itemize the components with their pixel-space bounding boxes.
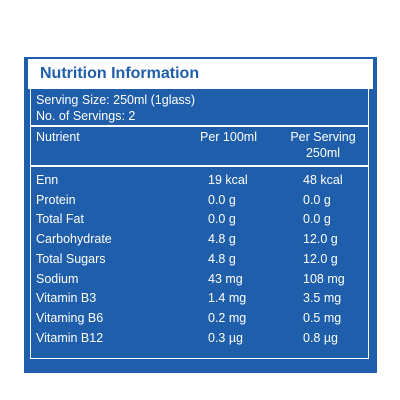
nutrient-name: Vitaming B6	[36, 310, 104, 325]
nutrient-name: Vitamin B3	[36, 291, 97, 306]
nutrient-value: 0.0 g	[303, 192, 331, 207]
nutrient-value: 1.4 mg	[208, 291, 247, 306]
nutrient-value: 12.0 g	[303, 251, 338, 266]
nutrient-value: 0.5 mg	[303, 310, 342, 325]
nutrient-value: 4.8 g	[208, 251, 236, 266]
divider	[30, 125, 369, 127]
nutrient-value: 3.5 mg	[303, 291, 342, 306]
nutrient-value: 12.0 g	[303, 232, 338, 247]
nutrient-value: 108 mg	[303, 271, 345, 286]
nutrient-name: Total Sugars	[36, 251, 106, 266]
nutrient-name: Sodium	[36, 271, 79, 286]
nutrient-name: Vitamin B12	[36, 330, 104, 345]
nutrient-value: 0.8 µg	[303, 330, 339, 345]
title-bar: Nutrition Information	[28, 59, 373, 89]
nutrient-value: 0.0 g	[303, 212, 331, 227]
nutrient-value: 0.2 mg	[208, 310, 247, 325]
column-header: Per 100ml	[200, 130, 257, 144]
title: Nutrition Information	[40, 65, 200, 82]
nutrition-panel: Nutrition Information Serving Size: 250m…	[24, 57, 377, 373]
nutrient-value: 4.8 g	[208, 232, 236, 247]
nutrient-value: 0.0 g	[208, 212, 236, 227]
serving-size: Serving Size: 250ml (1glass)	[36, 93, 196, 107]
column-header: Nutrient	[36, 130, 80, 144]
nutrient-name: Protein	[36, 192, 76, 207]
column-note: 250ml	[305, 146, 341, 160]
nutrient-value: 43 mg	[208, 271, 243, 286]
nutrient-value: 0.3 µg	[208, 330, 244, 345]
nutrient-value: 0.0 g	[208, 192, 236, 207]
serving-count: No. of Servings: 2	[36, 109, 136, 123]
column-header: Per Serving	[290, 130, 356, 144]
nutrient-name: Carbohydrate	[36, 232, 112, 247]
nutrient-value: 48 kcal	[303, 173, 343, 187]
divider	[30, 165, 369, 167]
nutrient-name: Enn	[36, 173, 59, 187]
frame	[30, 89, 369, 359]
nutrient-name: Total Fat	[36, 212, 84, 227]
nutrient-value: 19 kcal	[208, 173, 248, 187]
